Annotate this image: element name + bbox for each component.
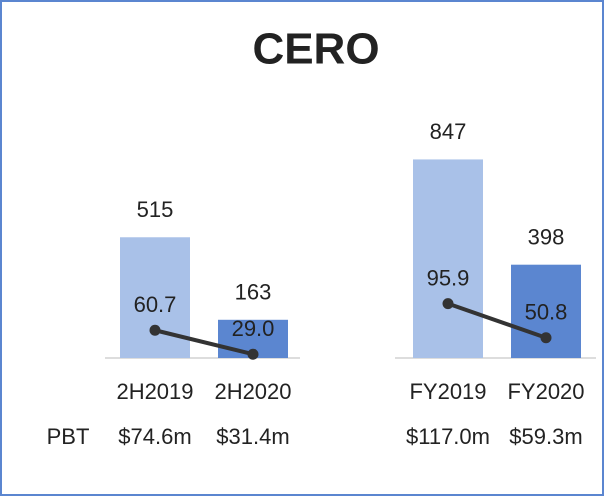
row-label: PBT bbox=[47, 424, 90, 449]
x-tick-label: FY2019 bbox=[409, 379, 486, 404]
bar-value-label: 398 bbox=[528, 225, 565, 250]
line-point bbox=[540, 332, 552, 344]
bar-value-label: 163 bbox=[235, 280, 272, 305]
row-value: $74.6m bbox=[118, 424, 191, 449]
x-tick-label: FY2020 bbox=[507, 379, 584, 404]
line bbox=[154, 328, 254, 357]
line-value-label: 29.0 bbox=[232, 316, 275, 341]
line-value-label: 95.9 bbox=[427, 265, 470, 290]
line bbox=[447, 301, 547, 340]
bar-value-label: 515 bbox=[137, 197, 174, 222]
line-point bbox=[149, 324, 161, 336]
line-point bbox=[247, 348, 259, 360]
line-value-label: 50.8 bbox=[525, 300, 568, 325]
bar bbox=[413, 159, 483, 358]
row-value: $59.3m bbox=[509, 424, 582, 449]
x-tick-label: 2H2020 bbox=[214, 379, 291, 404]
row-value: $117.0m bbox=[406, 424, 490, 449]
line-value-label: 60.7 bbox=[134, 292, 177, 317]
chart-title: CERO bbox=[252, 25, 379, 74]
x-tick-label: 2H2019 bbox=[116, 379, 193, 404]
row-value: $31.4m bbox=[216, 424, 289, 449]
line-point bbox=[442, 298, 454, 310]
bar-value-label: 847 bbox=[430, 119, 467, 144]
